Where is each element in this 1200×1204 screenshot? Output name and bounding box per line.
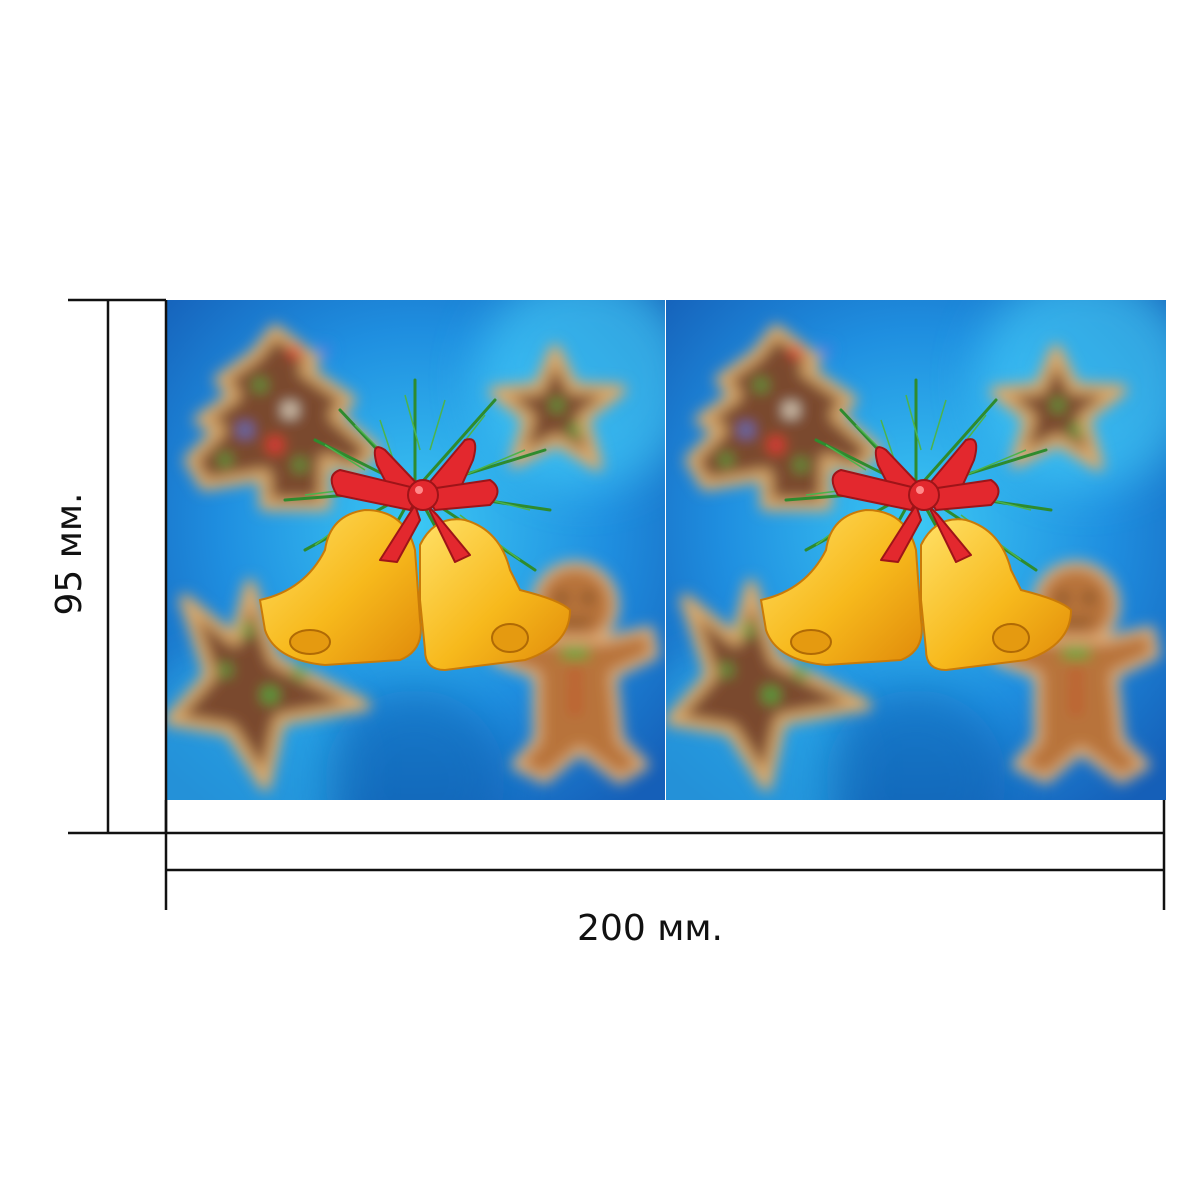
height-dimension-lines [68,298,168,835]
artwork-panel-left [115,270,695,890]
artwork-panel-right [616,270,1196,890]
width-dimension-lines [164,800,1166,910]
height-dimension-label: 95 мм. [49,492,90,616]
width-dimension-label: 200 мм. [577,908,723,949]
